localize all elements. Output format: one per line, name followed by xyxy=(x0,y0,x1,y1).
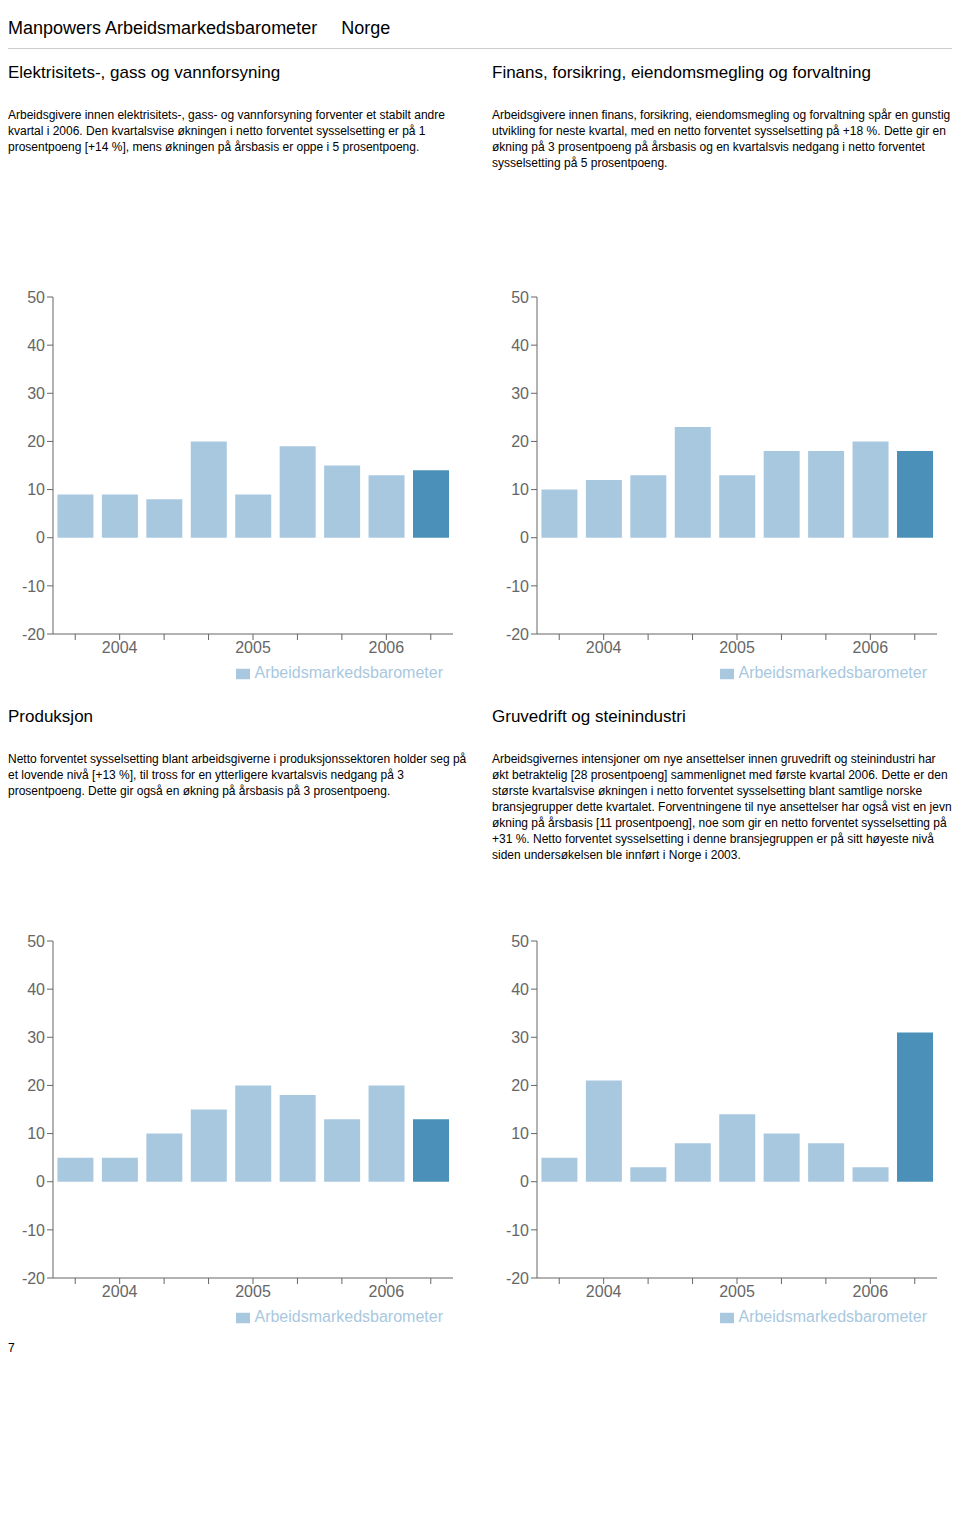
svg-text:30: 30 xyxy=(27,1029,45,1046)
svg-text:20: 20 xyxy=(511,1077,529,1094)
svg-text:10: 10 xyxy=(511,1125,529,1142)
html-text:Arbeidsmarkedsbarometer: Arbeidsmarkedsbarometer xyxy=(254,1308,443,1325)
svg-text:20: 20 xyxy=(511,433,529,450)
html-text:Arbeidsmarkedsbarometer: Arbeidsmarkedsbarometer xyxy=(738,664,927,681)
svg-text:40: 40 xyxy=(511,337,529,354)
svg-text:0: 0 xyxy=(520,1173,529,1190)
svg-text:2005: 2005 xyxy=(235,1283,271,1300)
svg-text:2004: 2004 xyxy=(102,639,138,656)
svg-text:2004: 2004 xyxy=(586,639,622,656)
svg-text:-20: -20 xyxy=(506,626,529,643)
svg-text:50: 50 xyxy=(27,933,45,950)
svg-text:40: 40 xyxy=(511,981,529,998)
svg-text:20: 20 xyxy=(27,433,45,450)
svg-text:-20: -20 xyxy=(506,1270,529,1287)
svg-text:0: 0 xyxy=(36,1173,45,1190)
html-text:Produksjon: Produksjon xyxy=(8,707,94,726)
html-text:7: 7 xyxy=(8,1341,15,1355)
svg-text:2005: 2005 xyxy=(719,639,755,656)
html-text:Arbeidsgivere innen finans, fo: Arbeidsgivere innen finans, forsikring, … xyxy=(492,108,951,170)
svg-text:2006: 2006 xyxy=(369,1283,405,1300)
svg-text:0: 0 xyxy=(520,529,529,546)
svg-text:-10: -10 xyxy=(506,578,529,595)
html-text:Arbeidsmarkedsbarometer: Arbeidsmarkedsbarometer xyxy=(254,664,443,681)
svg-text:10: 10 xyxy=(27,481,45,498)
svg-text:40: 40 xyxy=(27,981,45,998)
svg-text:40: 40 xyxy=(27,337,45,354)
svg-text:10: 10 xyxy=(511,481,529,498)
svg-text:-20: -20 xyxy=(22,626,45,643)
svg-text:2006: 2006 xyxy=(853,639,889,656)
svg-text:30: 30 xyxy=(511,1029,529,1046)
html-text:Norge: Norge xyxy=(341,17,391,38)
svg-text:50: 50 xyxy=(27,289,45,306)
html-text:Arbeidsmarkedsbarometer: Arbeidsmarkedsbarometer xyxy=(738,1308,927,1325)
html-text:Gruvedrift og steinindustri: Gruvedrift og steinindustri xyxy=(492,707,686,726)
svg-text:2006: 2006 xyxy=(369,639,405,656)
svg-text:30: 30 xyxy=(27,385,45,402)
svg-text:2006: 2006 xyxy=(853,1283,889,1300)
svg-text:-10: -10 xyxy=(506,1222,529,1239)
html-text:Netto forventet sysselsetting: Netto forventet sysselsetting blant arbe… xyxy=(8,752,467,798)
svg-text:-20: -20 xyxy=(22,1270,45,1287)
svg-text:2004: 2004 xyxy=(586,1283,622,1300)
html-text:Manpowers Arbeidsmarkedsbarome: Manpowers Arbeidsmarkedsbarometer xyxy=(8,17,318,38)
html-text:Finans, forsikring, eiendomsme: Finans, forsikring, eiendomsmegling og f… xyxy=(492,63,871,82)
svg-text:2005: 2005 xyxy=(719,1283,755,1300)
svg-text:20: 20 xyxy=(27,1077,45,1094)
html-text:Elektrisitets-, gass og vannfo: Elektrisitets-, gass og vannforsyning xyxy=(8,63,281,82)
html-text:Arbeidsgivernes intensjoner om: Arbeidsgivernes intensjoner om nye anset… xyxy=(492,752,952,862)
svg-text:2005: 2005 xyxy=(235,639,271,656)
svg-text:30: 30 xyxy=(511,385,529,402)
svg-text:50: 50 xyxy=(511,933,529,950)
svg-text:0: 0 xyxy=(36,529,45,546)
svg-text:50: 50 xyxy=(511,289,529,306)
svg-text:2004: 2004 xyxy=(102,1283,138,1300)
svg-text:-10: -10 xyxy=(22,1222,45,1239)
html-text:Arbeidsgivere innen elektrisit: Arbeidsgivere innen elektrisitets-, gass… xyxy=(8,108,445,154)
svg-text:10: 10 xyxy=(27,1125,45,1142)
svg-text:-10: -10 xyxy=(22,578,45,595)
